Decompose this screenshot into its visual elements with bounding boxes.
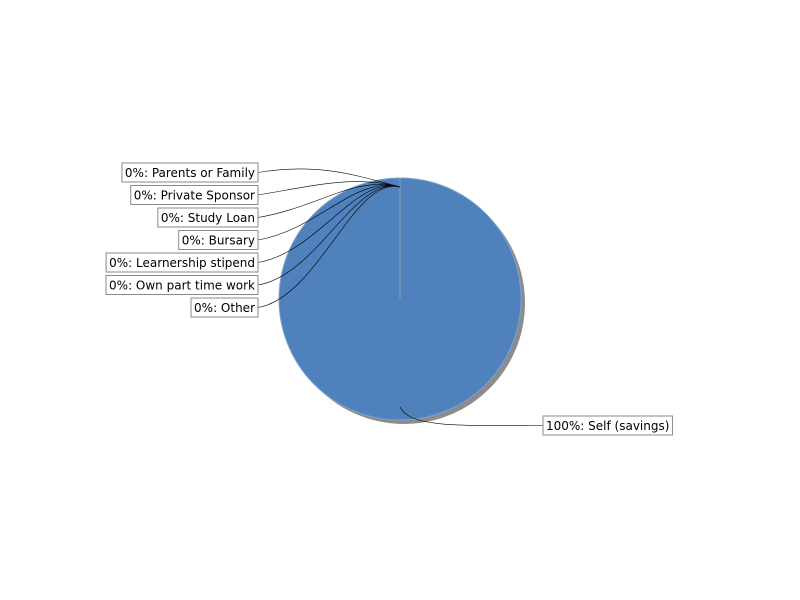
slice-label: 0%: Private Sponsor bbox=[130, 185, 259, 205]
slice-label-box bbox=[157, 207, 259, 228]
leader-line bbox=[399, 406, 544, 426]
slice-label-box bbox=[178, 230, 259, 250]
leader-lines bbox=[257, 168, 544, 426]
slice-label-box bbox=[190, 297, 259, 318]
slice-label: 100%: Self (savings) bbox=[542, 415, 673, 436]
leader-line bbox=[257, 185, 401, 263]
slice-label-text: 0%: Own part time work bbox=[109, 279, 255, 293]
leader-line bbox=[257, 185, 401, 241]
leader-line bbox=[257, 185, 401, 308]
slice-label-text: 0%: Private Sponsor bbox=[134, 189, 255, 203]
leader-line bbox=[257, 181, 401, 196]
leader-line bbox=[257, 168, 401, 188]
slice-label: 0%: Other bbox=[190, 297, 259, 318]
leader-line bbox=[257, 185, 401, 286]
slice-label: 0%: Study Loan bbox=[157, 207, 259, 228]
slice-label-box bbox=[130, 185, 259, 205]
leader-line bbox=[257, 184, 401, 218]
slice-label: 0%: Bursary bbox=[178, 230, 259, 250]
slice-label-text: 0%: Other bbox=[194, 301, 255, 315]
slice-label-box bbox=[105, 252, 259, 273]
slice-label-text: 0%: Parents or Family bbox=[125, 166, 255, 180]
slice-label-box bbox=[542, 415, 673, 436]
slice-label: 0%: Own part time work bbox=[105, 275, 259, 295]
slice-label: 0%: Parents or Family bbox=[121, 162, 259, 183]
slice-label-text: 0%: Study Loan bbox=[161, 211, 255, 225]
slice-label-box bbox=[121, 162, 259, 183]
slice-label: 0%: Learnership stipend bbox=[105, 252, 259, 273]
pie-layer bbox=[278, 177, 525, 424]
slice-label-text: 100%: Self (savings) bbox=[546, 419, 669, 433]
slice-label-text: 0%: Bursary bbox=[182, 234, 255, 248]
slice-label-text: 0%: Learnership stipend bbox=[109, 256, 255, 270]
slice-labels: 0%: Parents or Family 0%: Private Sponsor… bbox=[105, 162, 673, 436]
slice-label-box bbox=[105, 275, 259, 295]
